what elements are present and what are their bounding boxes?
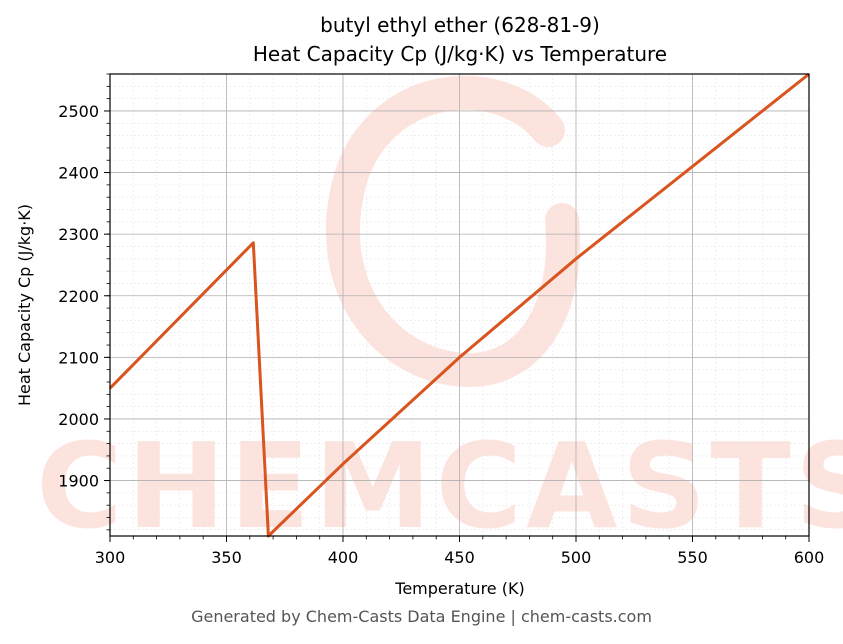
y-tick-label: 2100	[58, 348, 99, 367]
x-tick-label: 300	[95, 548, 126, 567]
chart-title-line2: Heat Capacity Cp (J/kg·K) vs Temperature	[253, 42, 667, 66]
y-axis-label: Heat Capacity Cp (J/kg·K)	[15, 204, 34, 406]
x-tick-label: 600	[794, 548, 825, 567]
x-tick-label: 550	[677, 548, 708, 567]
y-tick-label: 2300	[58, 225, 99, 244]
y-tick-labels: 1900 2000 2100 2200 2300 2400 2500	[58, 102, 99, 491]
y-tick-label: 2500	[58, 102, 99, 121]
x-tick-labels: 300 350 400 450 500 550 600	[95, 548, 825, 567]
x-axis-label: Temperature (K)	[394, 579, 524, 598]
watermark: CHEMCASTS	[36, 75, 843, 555]
x-tick-label: 500	[561, 548, 592, 567]
y-tick-label: 2200	[58, 287, 99, 306]
y-tick-label: 2400	[58, 164, 99, 183]
series-layer	[108, 72, 810, 538]
series-line-heat-capacity	[108, 72, 810, 538]
y-tick-label: 2000	[58, 410, 99, 429]
watermark-text: CHEMCASTS	[36, 417, 843, 555]
watermark-logo-arc	[325, 75, 580, 388]
footer-credit: Generated by Chem-Casts Data Engine | ch…	[191, 607, 652, 626]
y-tick-label: 1900	[58, 472, 99, 491]
axis-ticks	[104, 73, 810, 542]
chart-title-line1: butyl ethyl ether (628-81-9)	[320, 13, 600, 37]
x-tick-label: 450	[444, 548, 475, 567]
x-tick-label: 350	[211, 548, 242, 567]
x-tick-label: 400	[328, 548, 359, 567]
